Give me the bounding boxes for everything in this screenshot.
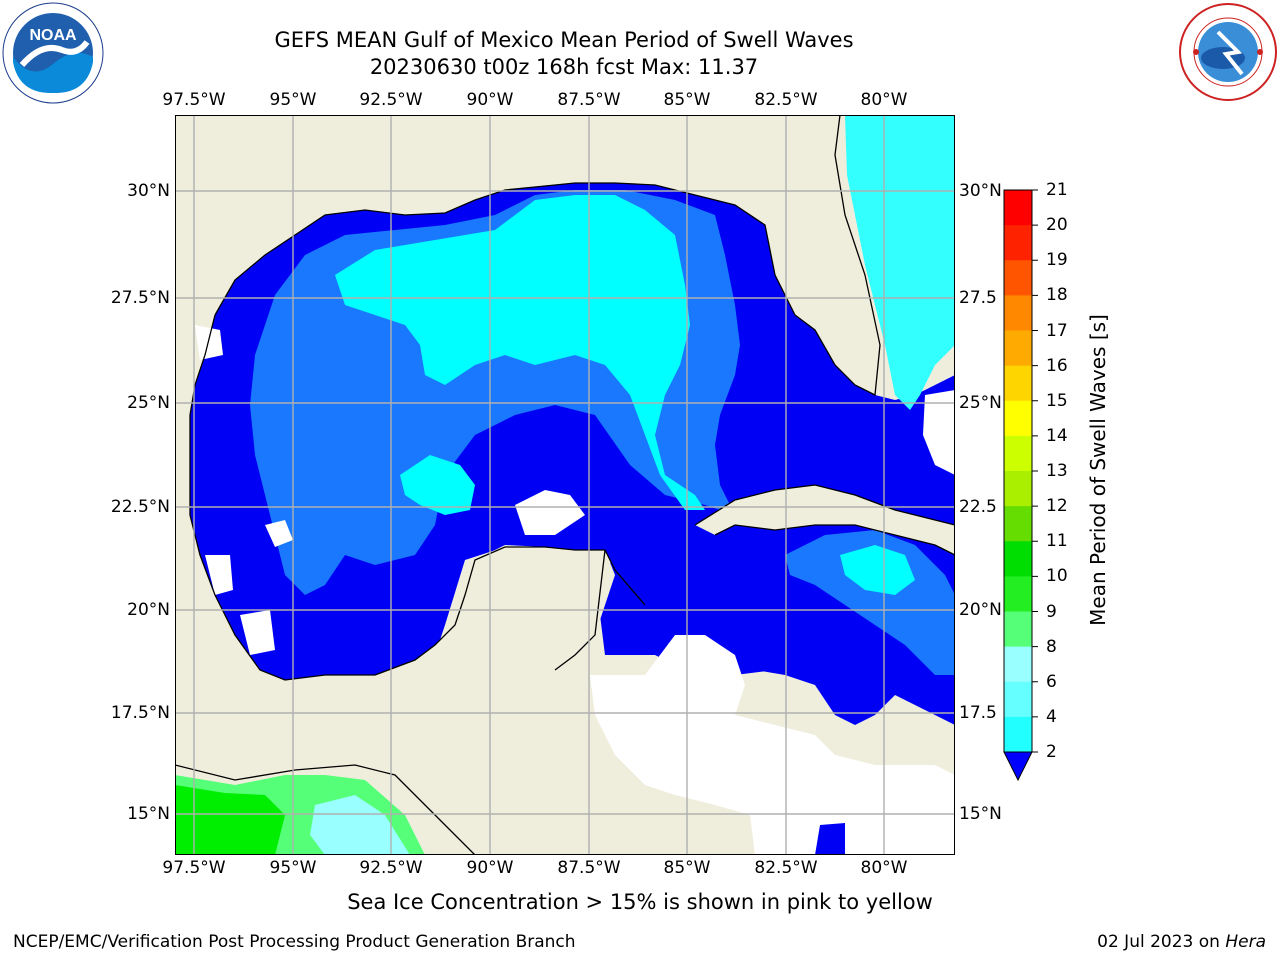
lat-label-right: 15°N [959,804,1002,824]
nws-logo-icon [1178,2,1278,102]
colorbar-segment [1004,646,1032,683]
lon-label-bottom: 85°W [663,858,711,878]
lat-label-left: 17.5°N [110,703,170,723]
colorbar-tick-label: 21 [1046,180,1068,200]
colorbar-tick-label: 19 [1046,250,1068,271]
colorbar-segment [1004,506,1032,542]
lon-label-top: 85°W [663,90,711,110]
no-data-patch [195,325,223,360]
lon-label-bottom: 80°W [860,858,908,878]
no-data-patch [515,490,585,535]
colorbar [1000,180,1060,789]
colorbar-segment [1004,471,1032,507]
no-data-patch [205,555,233,595]
graticule [175,115,955,855]
lat-label-left: 20°N [127,600,170,620]
colorbar-tick-label: 11 [1046,531,1068,552]
colorbar-tick-label: 10 [1046,566,1068,587]
lon-label-bottom: 97.5°W [162,858,226,878]
colorbar-segment [1004,225,1032,261]
colorbar-segment [1004,681,1032,718]
noaa-logo-text: NOAA [29,27,77,44]
lat-label-left: 25°N [127,393,170,413]
map-title: GEFS MEAN Gulf of Mexico Mean Period of … [274,28,854,52]
colorbar-segment [1004,541,1032,577]
colorbar-segment [1004,716,1032,753]
lat-label-right: 17.5 [959,703,997,723]
lon-label-top: 92.5°W [359,90,423,110]
lon-label-top: 95°W [269,90,317,110]
footer-host: Hera [1225,932,1266,952]
pacific-swell-paleblue [310,795,410,855]
lat-label-left: 15°N [127,804,170,824]
colorbar-segment [1004,260,1032,296]
footer-date-text: 02 Jul 2023 on [1097,932,1226,952]
colorbar-tick-label: 9 [1046,601,1057,622]
colorbar-segment [1004,190,1032,226]
swell-period-map [174,114,956,859]
lat-label-right: 20°N [959,600,1002,620]
colorbar-segment [1004,576,1032,612]
colorbar-segment [1004,295,1032,331]
yucatan-land [435,547,615,680]
lat-label-left: 30°N [127,181,170,201]
colorbar-tick-label: 8 [1046,636,1057,657]
colorbar-segment [1004,611,1032,648]
colorbar-label: Mean Period of Swell Waves [s] [1086,314,1110,626]
colorbar-extend [1003,751,1033,782]
lon-label-bottom: 92.5°W [359,858,423,878]
no-data-patch [265,520,293,547]
colorbar-tick-label: 15 [1046,390,1068,411]
colorbar-tick-label: 13 [1046,461,1068,481]
lat-label-right: 27.5 [959,288,997,308]
footer-date: 02 Jul 2023 on Hera [1097,932,1266,952]
colorbar-segment [1004,330,1032,367]
noaa-logo-icon: NOAA [2,2,104,104]
no-data-patch [923,390,955,475]
lat-label-right: 30°N [959,181,1002,201]
lon-label-top: 82.5°W [754,90,818,110]
colorbar-tick-label: 16 [1046,355,1068,376]
lon-label-bottom: 82.5°W [754,858,818,878]
coastlines [174,114,956,856]
caribbean-swell-bottom [815,823,845,855]
atlantic-swell [845,115,955,410]
cuba-land [695,485,955,555]
colorbar-tick-label: 12 [1046,496,1068,517]
colorbar-tick-label: 2 [1046,742,1057,762]
lat-label-left: 27.5°N [110,288,170,308]
colorbar-tick-label: 14 [1046,425,1068,446]
lon-label-top: 87.5°W [557,90,621,110]
colorbar-segment [1004,400,1032,437]
colorbar-segment [1004,435,1032,472]
gulf-swell-cyan [335,195,705,510]
lat-label-left: 22.5°N [110,497,170,517]
lon-label-top: 97.5°W [162,90,226,110]
lat-label-right: 22.5 [959,497,997,517]
map-subtitle: 20230630 t00z 168h fcst Max: 11.37 [369,55,759,79]
colorbar-tick-label: 18 [1046,285,1068,306]
no-data-yucatan-sea [590,635,955,855]
sea-ice-note: Sea Ice Concentration > 15% is shown in … [347,890,933,914]
pacific-swell-darkgreen [175,785,285,855]
colorbar-tick-label: 20 [1046,215,1068,236]
lon-label-bottom: 95°W [269,858,317,878]
colorbar-tick-label: 6 [1046,671,1057,692]
lon-label-bottom: 87.5°W [557,858,621,878]
colorbar-tick-label: 17 [1046,320,1068,341]
colorbar-tick-label: 4 [1046,706,1057,727]
lon-label-top: 80°W [860,90,908,110]
lon-label-bottom: 90°W [466,858,514,878]
no-data-patch [240,610,275,655]
colorbar-segment [1004,365,1032,402]
lon-label-top: 90°W [466,90,514,110]
gulf-swell-cyan-blob [400,455,475,515]
caribbean-swell-medium [785,530,955,675]
lat-label-right: 25°N [959,393,1002,413]
footer-credit: NCEP/EMC/Verification Post Processing Pr… [13,932,576,952]
caribbean-swell-cyan [840,545,915,595]
